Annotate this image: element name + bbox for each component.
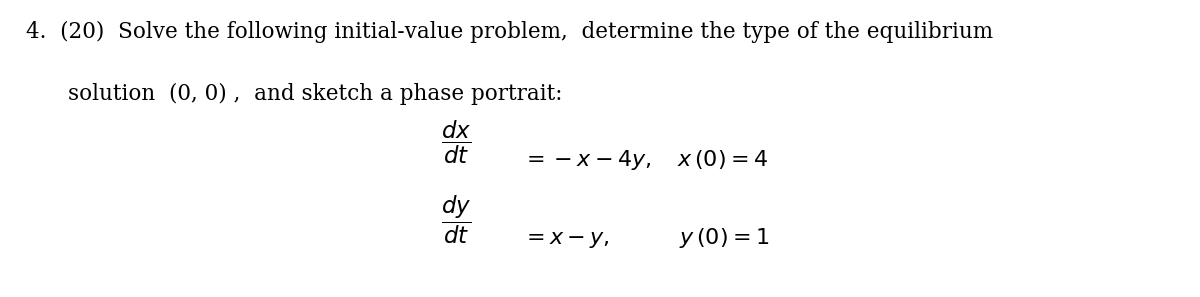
Text: solution  (0, 0) ,  and sketch a phase portrait:: solution (0, 0) , and sketch a phase por… bbox=[68, 83, 563, 105]
Text: 4.  (20)  Solve the following initial-value problem,  determine the type of the : 4. (20) Solve the following initial-valu… bbox=[26, 21, 994, 43]
Text: $= x - y, \qquad\quad y\,(0) = 1$: $= x - y, \qquad\quad y\,(0) = 1$ bbox=[522, 226, 769, 249]
Text: $\dfrac{dx}{dt}$: $\dfrac{dx}{dt}$ bbox=[440, 119, 472, 166]
Text: $= -x - 4y, \quad x\,(0) = 4$: $= -x - 4y, \quad x\,(0) = 4$ bbox=[522, 148, 768, 172]
Text: $\dfrac{dy}{dt}$: $\dfrac{dy}{dt}$ bbox=[440, 194, 472, 246]
